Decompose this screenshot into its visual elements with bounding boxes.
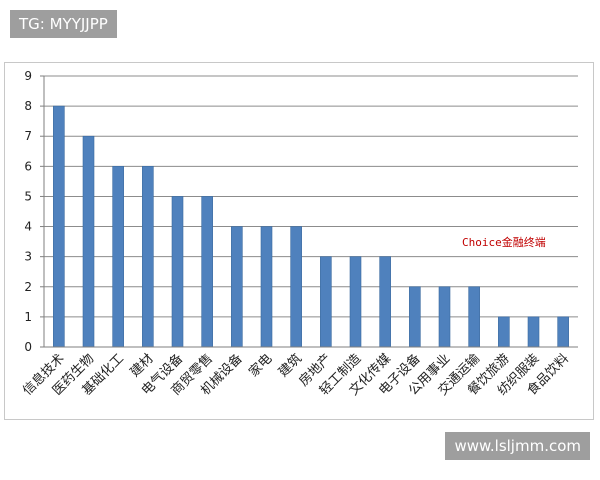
bar [320,257,331,347]
bar [350,257,361,347]
y-tick-label: 3 [24,250,32,264]
bar [172,196,183,347]
y-axis-ticks: 0 1 2 3 4 5 6 7 8 9 [24,69,32,354]
brand-label: Choice金融终端 [462,235,546,249]
y-tick-label: 0 [24,340,32,354]
y-tick-label: 7 [24,129,32,143]
y-tick-label: 9 [24,69,32,83]
bar [261,227,272,347]
bar [53,106,64,347]
bar [142,166,153,347]
bar [528,317,539,347]
bar [409,287,420,347]
y-tick-label: 4 [24,220,32,234]
bar [231,227,242,347]
bar [291,227,302,347]
watermark-top: TG: MYYJJPP [10,10,117,38]
bar [202,196,213,347]
bar [380,257,391,347]
gridlines [44,76,578,317]
bar [469,287,480,347]
y-tick-label: 8 [24,99,32,113]
bar [113,166,124,347]
y-tick-label: 5 [24,189,32,203]
y-tick-label: 1 [24,310,32,324]
y-tick-label: 6 [24,159,32,173]
y-tick-label: 2 [24,280,32,294]
bar [83,136,94,347]
bar [439,287,450,347]
watermark-bottom: www.lsljmm.com [445,432,590,460]
x-category-label: 家电 [246,351,276,381]
bar [498,317,509,347]
bar [558,317,569,347]
